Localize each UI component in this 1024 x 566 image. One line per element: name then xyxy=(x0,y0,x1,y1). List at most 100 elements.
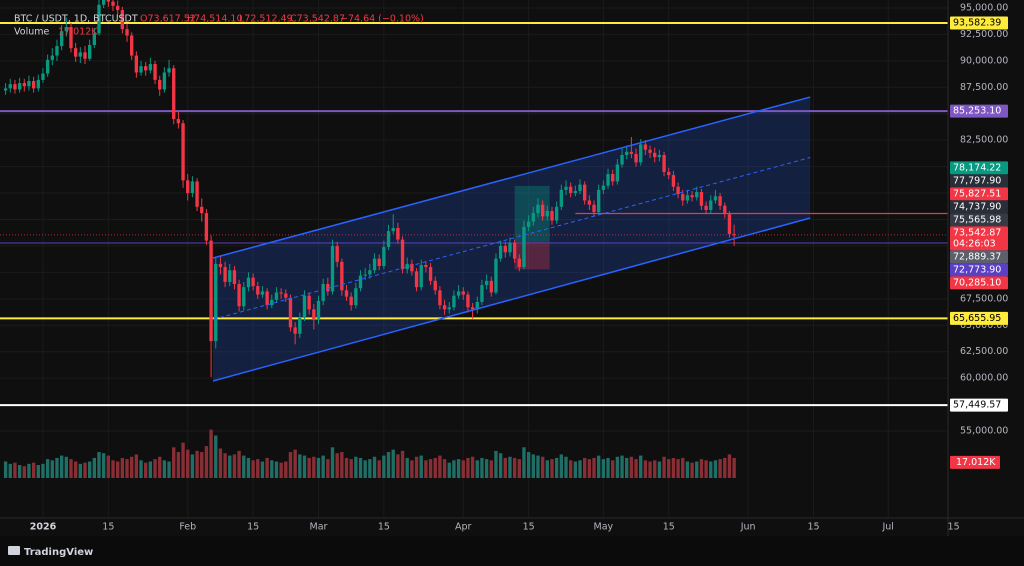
candle-body xyxy=(50,55,54,60)
price-label-bg xyxy=(950,250,1008,264)
candle-body xyxy=(732,234,736,236)
candle-body xyxy=(699,192,704,206)
price-label-bg xyxy=(950,200,1008,214)
volume-bar xyxy=(536,455,540,478)
volume-bar xyxy=(344,457,349,478)
volume-bar xyxy=(186,449,190,478)
hline-label: 65,655.95 xyxy=(953,313,1001,324)
volume-bar xyxy=(214,435,218,478)
volume-bar xyxy=(242,455,246,478)
volume-bar xyxy=(3,461,8,478)
volume-bar xyxy=(232,454,237,478)
candle-body xyxy=(223,267,227,282)
volume-bar xyxy=(176,452,181,478)
volume-bar xyxy=(97,452,101,478)
symbol: BTC / USDT, 1D, BTCUSDT xyxy=(14,14,138,25)
candle-body xyxy=(279,292,283,294)
volume-bar xyxy=(400,450,405,478)
candle-body xyxy=(349,296,353,306)
countdown: 04:26:03 xyxy=(953,238,996,249)
candle-body xyxy=(428,267,433,281)
price-label-bg xyxy=(950,187,1008,201)
volume-bar xyxy=(377,460,381,478)
candle-body xyxy=(461,291,465,295)
volume-bar xyxy=(312,456,316,478)
volume-bar xyxy=(667,459,671,478)
price-label: 73,542.87 xyxy=(953,227,1001,238)
candle-body xyxy=(87,45,92,59)
candle-body xyxy=(634,153,638,163)
candle-body xyxy=(568,186,573,194)
candle-body xyxy=(228,270,232,282)
candle-body xyxy=(391,227,395,232)
candle-body xyxy=(307,295,311,310)
volume-bar xyxy=(713,460,718,478)
candle-body xyxy=(554,206,559,221)
candle-body xyxy=(181,123,185,181)
volume-bar xyxy=(732,457,736,478)
volume-bar xyxy=(153,459,157,478)
candle-body xyxy=(718,196,722,206)
candle-body xyxy=(111,1,115,6)
candle-body xyxy=(676,186,680,195)
volume-bar xyxy=(428,459,433,478)
volume-bar xyxy=(620,455,624,478)
candle-body xyxy=(540,204,545,217)
volume-bar xyxy=(540,456,545,478)
volume-bar xyxy=(330,447,335,478)
volume-bar xyxy=(87,461,92,478)
candle-body xyxy=(321,284,325,301)
volume-bar xyxy=(162,460,167,478)
volume-bar xyxy=(218,448,223,478)
volume-bar xyxy=(550,459,554,478)
y-tick-label: 95,000.00 xyxy=(960,2,1008,13)
volume-bar xyxy=(321,455,325,478)
channel-upper xyxy=(212,96,811,259)
x-tick-label: Mar xyxy=(310,522,328,533)
candle-body xyxy=(22,83,26,87)
candle-body xyxy=(8,84,12,89)
x-tick-label: 15 xyxy=(948,522,960,533)
volume-bar xyxy=(190,454,195,478)
candle-body xyxy=(648,149,652,153)
candle-body xyxy=(578,184,582,191)
volume-bar xyxy=(158,456,162,478)
volume-bar xyxy=(246,457,251,478)
brand: TradingView xyxy=(24,547,93,558)
candle-body xyxy=(251,277,255,287)
volume-bar xyxy=(13,462,17,478)
y-tick-label: 92,500.00 xyxy=(960,29,1008,40)
volume-bar xyxy=(36,465,40,478)
volume-bar xyxy=(727,454,732,478)
volume-bar xyxy=(148,461,153,478)
volume-bar xyxy=(601,459,606,478)
candle-body xyxy=(723,205,727,215)
volume-bar xyxy=(433,457,437,478)
volume-bar xyxy=(335,453,339,478)
candle-body xyxy=(690,195,694,198)
candle-body xyxy=(106,0,111,2)
volume-bar xyxy=(554,457,559,478)
candle-body xyxy=(130,35,134,56)
volume-bar xyxy=(237,450,241,478)
y-tick-label: 67,500.00 xyxy=(960,293,1008,304)
volume-bar xyxy=(582,457,587,478)
volume-bar xyxy=(695,461,699,478)
candle-body xyxy=(494,258,498,293)
candle-body xyxy=(186,180,190,194)
candle-body xyxy=(148,64,153,71)
volume-bar xyxy=(606,457,610,478)
volume-bar xyxy=(260,461,265,478)
candle-body xyxy=(274,292,279,300)
volume-bar xyxy=(22,466,26,478)
x-tick-label: Feb xyxy=(179,522,196,533)
candle-body xyxy=(260,291,265,295)
volume-bar xyxy=(120,457,125,478)
volume-bar xyxy=(284,461,288,478)
candle-body xyxy=(442,305,447,310)
candle-body xyxy=(424,264,428,268)
candle-body xyxy=(681,194,685,201)
volume-bar xyxy=(615,456,620,478)
volume-bar xyxy=(172,447,176,478)
